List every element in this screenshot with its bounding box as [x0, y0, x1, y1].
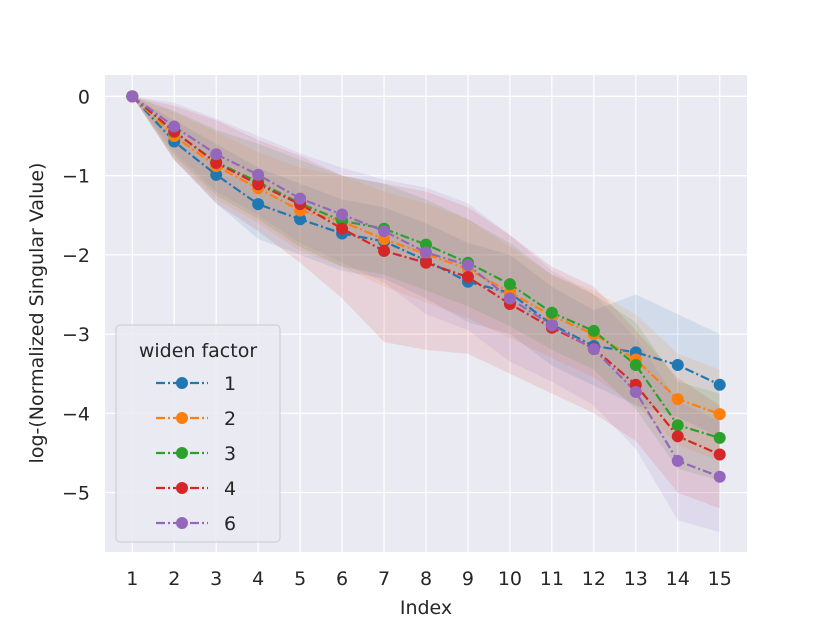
point-series-2 [671, 393, 684, 406]
y-tick-label: −4 [62, 403, 90, 425]
point-series-4 [336, 222, 349, 235]
x-tick-label: 12 [582, 568, 606, 590]
point-series-4 [210, 156, 223, 169]
point-series-6 [461, 259, 474, 272]
legend-label-3: 3 [224, 443, 236, 465]
point-series-6 [126, 90, 139, 103]
x-tick-label: 3 [210, 568, 222, 590]
point-series-1 [713, 378, 726, 391]
legend: widen factor 1 2 3 4 6 [115, 324, 281, 543]
legend-entries: 1 2 3 4 6 [156, 373, 236, 535]
point-series-4 [252, 178, 265, 191]
x-tick-label: 2 [168, 568, 180, 590]
x-tick-label: 15 [708, 568, 732, 590]
x-tick-label: 4 [252, 568, 264, 590]
point-series-2 [713, 408, 726, 421]
y-tick-label: −2 [62, 245, 90, 267]
point-series-3 [545, 306, 558, 319]
band-series-4 [132, 96, 720, 509]
x-tick-label: 8 [420, 568, 432, 590]
y-axis-title: log-(Normalized Singular Value) [26, 163, 48, 464]
line-series-2 [131, 95, 721, 416]
legend-marker-3 [176, 447, 188, 459]
point-series-4 [461, 271, 474, 284]
legend-title: widen factor [139, 340, 258, 362]
x-tick-label: 13 [624, 568, 648, 590]
x-tick-label: 10 [498, 568, 522, 590]
point-series-6 [587, 343, 600, 356]
point-series-4 [671, 430, 684, 443]
legend-marker-4 [176, 482, 188, 494]
band-series-6 [132, 96, 720, 533]
legend-label-6: 6 [224, 513, 236, 535]
legend-marker-1 [176, 377, 188, 389]
series-markers [126, 90, 726, 483]
x-tick-label: 7 [378, 568, 390, 590]
legend-marker-6 [176, 517, 188, 529]
y-tick-label: −3 [62, 324, 90, 346]
point-series-1 [294, 213, 307, 226]
point-series-6 [713, 470, 726, 483]
point-series-6 [252, 168, 265, 181]
y-tick-label: −5 [62, 483, 90, 505]
legend-marker-2 [176, 412, 188, 424]
legend-label-4: 4 [224, 478, 236, 500]
point-series-6 [420, 246, 432, 259]
point-series-3 [629, 359, 642, 372]
point-series-6 [210, 148, 223, 161]
point-series-6 [378, 225, 391, 238]
point-series-1 [252, 198, 265, 211]
point-series-6 [168, 120, 181, 133]
x-tick-label: 9 [462, 568, 474, 590]
x-axis-title: Index [400, 597, 452, 619]
line-series-3 [131, 95, 721, 439]
point-series-6 [503, 292, 516, 305]
legend-label-2: 2 [224, 408, 236, 430]
x-tick-label: 5 [294, 568, 306, 590]
point-series-6 [294, 192, 307, 205]
x-tick-label: 1 [126, 568, 138, 590]
y-tick-label: 0 [78, 86, 90, 108]
point-series-1 [671, 359, 684, 372]
point-series-3 [503, 278, 516, 291]
point-series-6 [629, 385, 642, 398]
point-series-1 [210, 168, 223, 181]
x-tick-labels: 1 2 3 4 5 6 7 8 9 10 11 12 13 14 15 [126, 568, 732, 590]
point-series-3 [587, 324, 600, 337]
x-tick-label: 11 [540, 568, 564, 590]
point-series-4 [378, 244, 391, 257]
point-series-4 [420, 256, 432, 269]
point-series-3 [713, 431, 726, 444]
point-series-6 [545, 319, 558, 332]
x-tick-label: 6 [336, 568, 348, 590]
point-series-6 [336, 208, 349, 221]
y-tick-label: −1 [62, 166, 90, 188]
point-series-6 [671, 454, 684, 467]
x-tick-label: 14 [666, 568, 690, 590]
line-series-6 [131, 95, 721, 478]
legend-label-1: 1 [224, 373, 236, 395]
y-tick-labels: 0 −1 −2 −3 −4 −5 [62, 86, 90, 504]
point-series-4 [713, 448, 726, 461]
point-series-3 [671, 419, 684, 432]
